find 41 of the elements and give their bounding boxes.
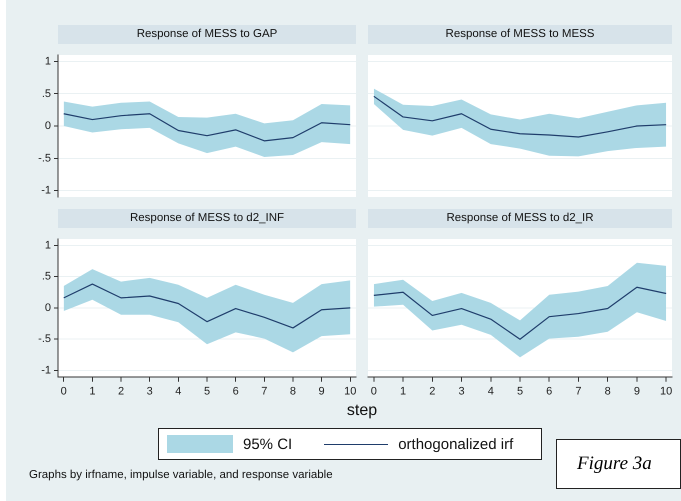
x-axis-title: step: [346, 402, 378, 420]
x-tick-label: 4: [488, 385, 494, 398]
x-tick-label: 0: [370, 385, 377, 398]
y-tick-label: 0: [44, 302, 51, 314]
x-tick-label: 3: [146, 385, 153, 398]
x-tick-label: 5: [516, 385, 524, 398]
x-tick-label: 7: [575, 385, 582, 398]
chart-title: Response of MESS to d2_INF: [58, 209, 356, 228]
x-tick-label: 2: [429, 385, 436, 398]
text: Graphs by irfname, impulse variable, and response variable: [29, 469, 333, 481]
y-tick-label: 1: [44, 239, 51, 252]
chart-title: Response of MESS to d2_IR: [368, 209, 672, 228]
x-tick-label: 10: [660, 385, 672, 398]
chart-title: Response of MESS to GAP: [58, 25, 356, 44]
x-tick-label: 3: [458, 385, 465, 398]
x-tick-label: 1: [89, 385, 96, 398]
y-tick-label: 0: [44, 120, 51, 132]
x-tick-label: 8: [290, 385, 296, 398]
y-tick-label: -.5: [38, 152, 51, 164]
x-tick-label: 2: [118, 385, 124, 398]
x-tick-label: 9: [634, 385, 640, 398]
x-tick-label: 0: [60, 385, 67, 398]
y-tick-label: 1: [44, 55, 51, 68]
x-tick-label: 6: [546, 385, 552, 398]
text: 95% CI: [243, 436, 292, 452]
chart-title: Response of MESS to MESS: [368, 25, 672, 44]
x-tick-label: 9: [318, 385, 325, 398]
legend-label: orthogonalized irf: [398, 436, 514, 452]
y-tick-label: -.5: [38, 333, 51, 346]
x-tick-label: 10: [344, 385, 356, 398]
x-tick-label: 4: [175, 385, 182, 398]
x-tick-label: 8: [604, 385, 611, 398]
x-tick-label: 5: [204, 385, 210, 398]
y-tick-label: .5: [42, 88, 51, 100]
y-tick-label: .5: [42, 270, 51, 283]
x-tick-label: 6: [232, 385, 239, 398]
y-tick-label: -1: [41, 184, 51, 197]
caption: Figure 3a: [556, 439, 681, 489]
x-tick-label: 1: [400, 385, 406, 398]
x-tick-label: 7: [261, 385, 268, 398]
y-tick-label: -1: [41, 364, 51, 377]
